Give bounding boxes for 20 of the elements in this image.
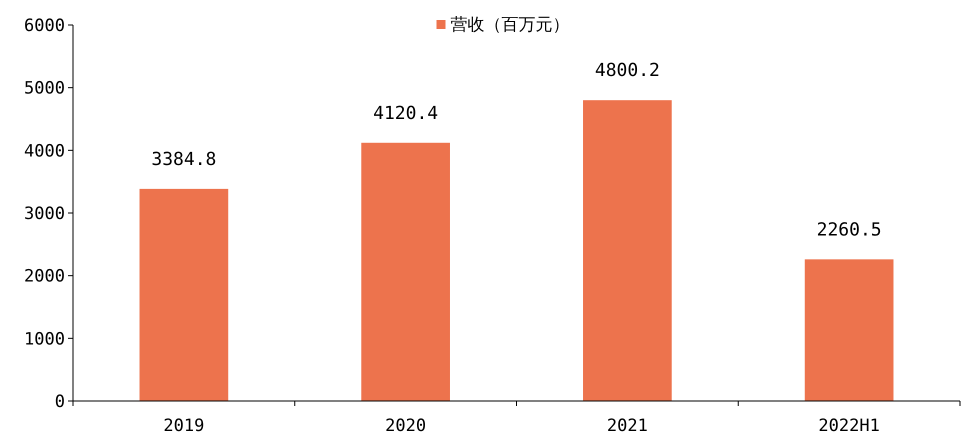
x-tick-label: 2021 [606,416,648,432]
data-label: 2260.5 [816,219,882,240]
x-tick-label: 2022H1 [818,416,880,432]
legend-label: 营收（百万元） [450,15,570,35]
y-tick-label: 5000 [24,78,65,99]
y-tick-label: 4000 [24,141,65,162]
y-tick-label: 1000 [24,329,65,350]
data-label: 4800.2 [594,60,660,82]
data-label: 4120.4 [373,102,438,124]
bar [140,188,228,401]
bar [583,100,672,401]
bar [361,142,450,401]
y-tick-label: 6000 [24,16,65,36]
data-label: 3384.8 [151,148,216,170]
x-tick-label: 2019 [163,416,204,432]
y-tick-label: 3000 [24,204,65,224]
y-tick-label: 0 [54,392,65,412]
bar [804,259,894,401]
x-tick-label: 2020 [385,416,426,432]
y-tick-label: 2000 [24,266,65,287]
